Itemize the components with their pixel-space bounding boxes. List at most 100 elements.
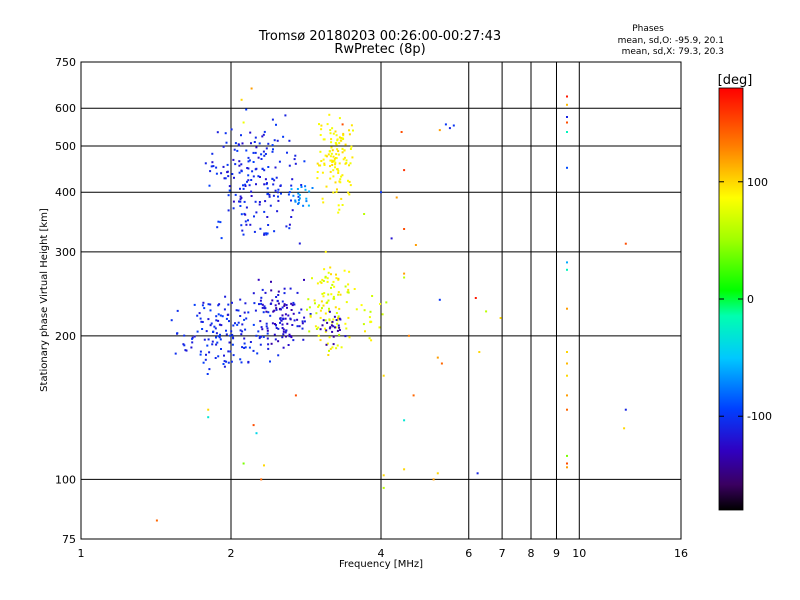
- data-point: [337, 324, 340, 327]
- data-point: [255, 211, 258, 214]
- data-point: [240, 163, 243, 166]
- data-point: [279, 317, 282, 320]
- data-point: [285, 304, 288, 306]
- data-point: [313, 299, 316, 302]
- y-tick-label: 300: [55, 246, 76, 259]
- data-point: [335, 157, 338, 160]
- data-point: [438, 298, 441, 301]
- data-point: [320, 281, 323, 284]
- data-point: [321, 197, 324, 200]
- data-point: [261, 306, 264, 309]
- data-point: [327, 153, 330, 156]
- data-point: [284, 331, 287, 334]
- data-point: [230, 360, 233, 363]
- data-point: [241, 330, 244, 333]
- data-point: [207, 303, 210, 306]
- data-point: [263, 183, 266, 186]
- data-point: [242, 462, 245, 465]
- x-tick-label: 10: [572, 547, 586, 560]
- data-point: [370, 339, 373, 342]
- data-point: [322, 304, 325, 307]
- data-point: [345, 301, 348, 304]
- data-point: [382, 486, 385, 489]
- data-point: [337, 293, 340, 296]
- data-point: [239, 187, 241, 190]
- data-point: [566, 362, 568, 365]
- data-point: [272, 148, 274, 151]
- y-tick-label: 400: [55, 186, 76, 199]
- colorbar-label: [deg]: [718, 73, 753, 88]
- data-point: [277, 188, 280, 191]
- data-point: [243, 311, 246, 314]
- data-point: [320, 128, 323, 131]
- data-point: [193, 303, 196, 306]
- data-point: [253, 141, 256, 143]
- data-point: [294, 154, 297, 157]
- data-point: [337, 153, 340, 156]
- data-point: [288, 164, 291, 167]
- data-point: [266, 337, 269, 340]
- data-point: [336, 138, 339, 141]
- data-point: [329, 155, 332, 158]
- data-point: [338, 162, 341, 165]
- data-point: [239, 329, 242, 332]
- data-point: [335, 143, 338, 146]
- data-point: [262, 311, 265, 314]
- data-point: [348, 193, 351, 196]
- data-point: [339, 178, 342, 181]
- data-point: [334, 130, 337, 133]
- data-point: [293, 319, 296, 322]
- data-point: [267, 224, 270, 226]
- data-point: [270, 280, 272, 283]
- data-point: [245, 149, 248, 152]
- data-point: [222, 145, 225, 148]
- data-point: [364, 330, 366, 333]
- data-point: [324, 154, 327, 157]
- data-point: [331, 127, 334, 130]
- data-point: [230, 128, 233, 131]
- data-point: [248, 346, 251, 349]
- data-point: [222, 165, 225, 168]
- data-point: [349, 162, 352, 165]
- data-point: [191, 336, 194, 339]
- data-point: [323, 292, 326, 295]
- data-point: [335, 191, 338, 193]
- data-point: [317, 326, 320, 329]
- data-point: [324, 276, 327, 279]
- data-point: [224, 177, 227, 180]
- data-point: [338, 307, 341, 310]
- data-point: [229, 350, 232, 353]
- data-point: [566, 103, 568, 106]
- data-point: [232, 207, 235, 210]
- data-point: [349, 148, 352, 150]
- data-point: [309, 315, 312, 318]
- data-point: [303, 160, 306, 163]
- data-point: [273, 230, 276, 233]
- data-point: [318, 123, 320, 126]
- data-point: [249, 223, 252, 226]
- data-point: [236, 149, 239, 152]
- data-point: [290, 336, 293, 339]
- data-point: [282, 135, 285, 138]
- grid-lines: [81, 62, 681, 539]
- data-point: [228, 189, 231, 192]
- data-point: [348, 133, 351, 136]
- y-tick-label: 500: [55, 140, 76, 153]
- data-point: [249, 341, 252, 343]
- data-point: [303, 320, 306, 323]
- data-point: [266, 232, 269, 235]
- data-point: [240, 170, 243, 173]
- data-point: [260, 478, 263, 481]
- data-point: [320, 160, 323, 162]
- data-point: [280, 192, 282, 195]
- data-point: [207, 318, 210, 321]
- data-point: [269, 204, 272, 207]
- data-point: [265, 325, 268, 328]
- x-axis-label: Frequency [MHz]: [339, 559, 423, 570]
- data-point: [566, 466, 568, 469]
- data-point: [230, 330, 233, 333]
- data-point: [315, 328, 318, 330]
- data-point: [332, 169, 335, 172]
- data-point: [217, 319, 220, 322]
- data-point: [382, 474, 385, 477]
